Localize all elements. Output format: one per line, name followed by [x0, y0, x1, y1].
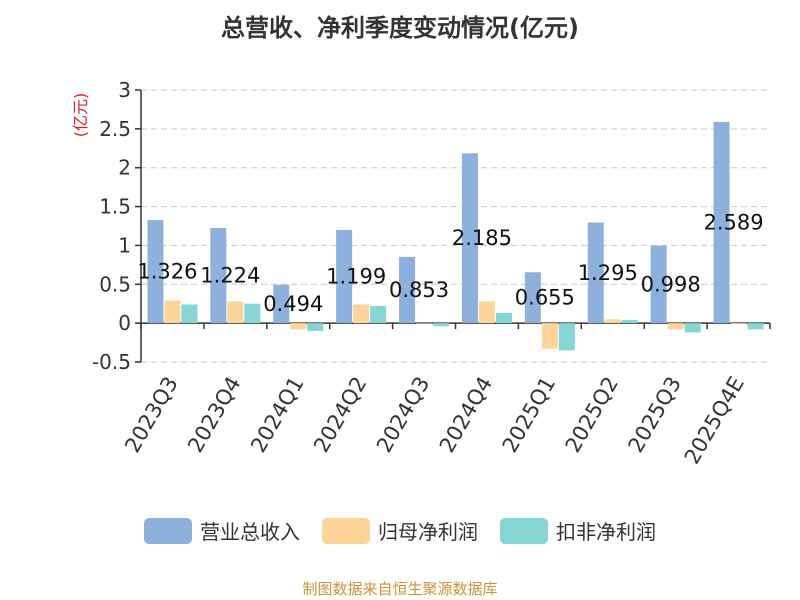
x-tick-label: 2023Q4	[183, 373, 245, 457]
bar	[667, 323, 684, 330]
data-label: 0.998	[641, 272, 701, 296]
bar	[433, 323, 450, 327]
x-tick-label: 2024Q1	[246, 373, 308, 457]
x-tick-label: 2023Q3	[120, 373, 182, 457]
y-tick-label: 2	[118, 156, 131, 180]
bar	[336, 229, 353, 324]
bar	[307, 323, 324, 331]
bar	[210, 228, 227, 324]
x-tick-label: 2025Q2	[561, 373, 623, 457]
bar	[541, 323, 558, 349]
y-tick-label: 1	[118, 233, 131, 257]
bar	[181, 304, 198, 324]
x-tick-label: 2025Q1	[498, 373, 560, 457]
data-label: 2.589	[703, 211, 763, 235]
data-label: 0.853	[389, 278, 449, 302]
y-tick-label: 0	[118, 311, 131, 335]
bar	[684, 323, 701, 333]
x-tick-label: 2024Q2	[309, 373, 371, 457]
legend-item-revenue[interactable]: 营业总收入	[144, 516, 300, 545]
bar	[713, 121, 730, 324]
bar	[604, 319, 621, 324]
legend-item-deducted-profit[interactable]: 扣非净利润	[500, 516, 656, 545]
legend-item-net-profit[interactable]: 归母净利润	[322, 516, 478, 545]
bar	[227, 301, 244, 324]
bar	[370, 306, 387, 324]
data-label: 0.655	[515, 286, 575, 310]
chart-title: 总营收、净利季度变动情况(亿元)	[221, 14, 579, 42]
data-label: 1.326	[137, 260, 197, 284]
legend-swatch-net-profit	[322, 517, 370, 544]
legend-label-deducted-profit: 扣非净利润	[556, 520, 656, 544]
data-source-note: 制图数据来自恒生聚源数据库	[302, 580, 498, 598]
bar	[747, 323, 764, 330]
y-axis-unit-label: (亿元)	[71, 93, 90, 138]
data-label: 0.494	[263, 292, 323, 316]
bar	[650, 245, 667, 324]
legend-swatch-revenue	[144, 517, 192, 544]
y-tick-label: 0.5	[99, 272, 131, 296]
bar	[353, 304, 370, 324]
bar	[587, 222, 604, 324]
bar	[244, 303, 261, 324]
bar	[147, 220, 164, 324]
bar	[273, 284, 290, 324]
y-tick-label: 2.5	[99, 117, 131, 141]
y-tick-label: -0.5	[92, 350, 131, 374]
bar	[495, 313, 512, 324]
bar	[730, 323, 747, 324]
x-tick-label: 2025Q4E	[680, 373, 749, 469]
bar	[461, 153, 478, 324]
legend-swatch-deducted-profit	[500, 517, 548, 544]
bar	[290, 323, 307, 330]
bar	[621, 320, 638, 324]
data-label: 1.224	[200, 264, 260, 288]
x-tick-label: 2024Q3	[372, 373, 434, 457]
legend-label-revenue: 营业总收入	[200, 520, 300, 544]
bar	[558, 323, 575, 351]
x-tick-label: 2025Q3	[624, 373, 686, 457]
data-label: 1.199	[326, 265, 386, 289]
y-tick-label: 3	[118, 78, 131, 102]
y-tick-label: 1.5	[99, 195, 131, 219]
bar	[164, 300, 181, 324]
bar	[524, 272, 541, 324]
bar	[416, 323, 433, 324]
x-tick-label: 2024Q4	[435, 373, 497, 457]
legend: 营业总收入 归母净利润 扣非净利润	[0, 516, 800, 545]
bar	[399, 256, 416, 324]
data-label: 1.295	[578, 261, 638, 285]
data-label: 2.185	[452, 226, 512, 250]
legend-label-net-profit: 归母净利润	[378, 520, 478, 544]
bar	[478, 301, 495, 324]
